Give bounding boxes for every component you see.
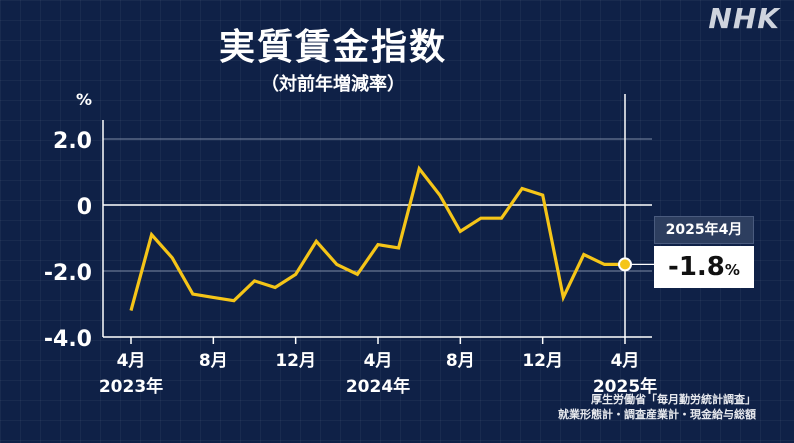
source-line-1: 厚生労働省「毎月勤労統計調査」 [591, 393, 756, 406]
chart-subtitle: （対前年増減率） [261, 74, 405, 95]
callout-value-box: -1.8% [654, 246, 754, 288]
x-tick-month-label: 4月 [364, 351, 393, 371]
y-axis-unit: % [76, 90, 93, 109]
callout-value: -1.8 [668, 252, 725, 282]
y-tick-label: 2.0 [53, 129, 92, 154]
x-tick-month-label: 12月 [275, 351, 316, 371]
callout-date-label: 2025年4月 [654, 216, 754, 244]
x-tick-year-label: 2024年 [346, 376, 410, 397]
y-tick-label: -4.0 [44, 327, 92, 352]
highlight-point [618, 257, 632, 272]
real-wage-line [129, 165, 625, 312]
x-tick-month-label: 4月 [611, 351, 640, 371]
x-tick-year-label: 2025年 [593, 376, 657, 397]
nhk-logo: NHK [708, 2, 780, 35]
x-tick-month-label: 8月 [446, 351, 475, 371]
source-line-2: 就業形態計・調査産業計・現金給与総額 [558, 408, 756, 421]
y-tick-label: -2.0 [44, 261, 92, 286]
x-tick-year-label: 2023年 [99, 376, 163, 397]
callout-unit: % [724, 261, 740, 279]
source-note: 厚生労働省「毎月勤労統計調査」 就業形態計・調査産業計・現金給与総額 [558, 392, 756, 422]
chart-title: 実質賃金指数 [218, 27, 447, 68]
x-tick-month-label: 12月 [522, 351, 563, 371]
x-tick-month-label: 4月 [117, 351, 146, 371]
y-tick-label: 0 [77, 195, 92, 220]
x-tick-month-label: 8月 [199, 351, 228, 371]
